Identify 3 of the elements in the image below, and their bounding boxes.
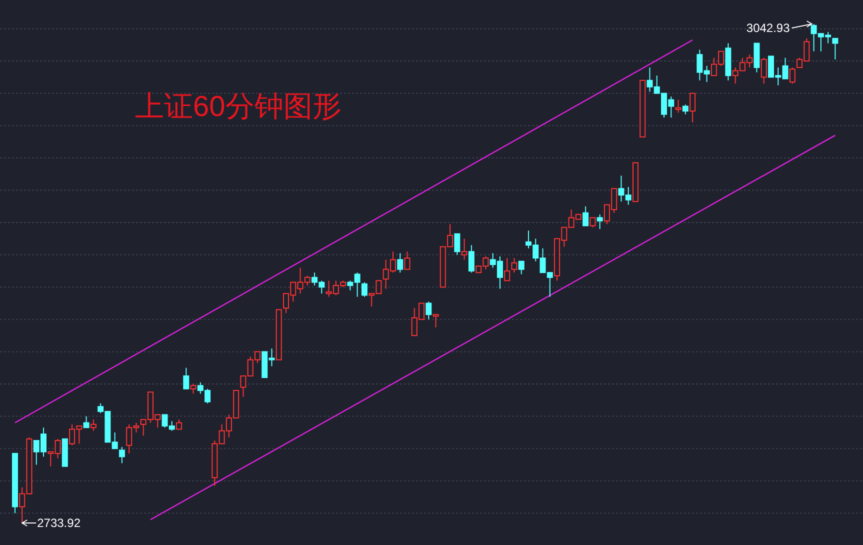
title: 上证60分钟图形 <box>135 91 342 123</box>
annotation: 2733.92 <box>37 516 81 530</box>
annotation: 3042.93 <box>746 21 790 35</box>
